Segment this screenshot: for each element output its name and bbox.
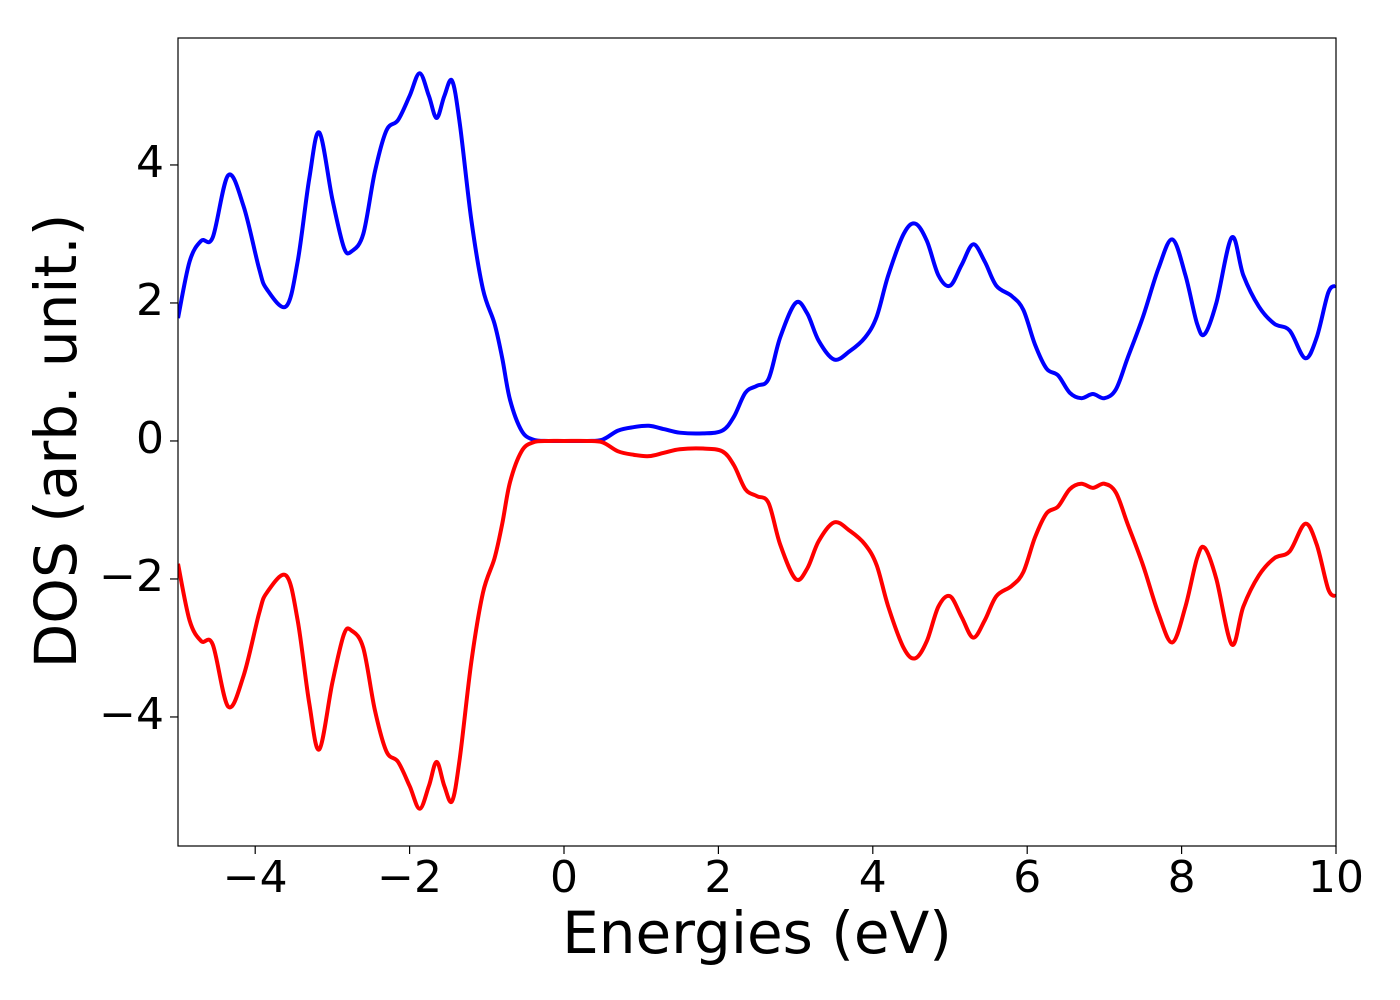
plot-frame — [177, 37, 1337, 847]
x-tick-label: 10 — [1308, 852, 1364, 903]
y-tick-label: −4 — [99, 689, 164, 740]
x-tick-label: 4 — [859, 852, 887, 903]
x-tick-label: 2 — [704, 852, 732, 903]
x-tick-label: −2 — [377, 852, 442, 903]
y-tick-label: 4 — [136, 137, 164, 188]
y-tick-label: 2 — [136, 275, 164, 326]
x-tick-label: 6 — [1013, 852, 1041, 903]
y-tick-label: 0 — [136, 413, 164, 464]
x-tick-label: −4 — [223, 852, 288, 903]
x-tick-label: 8 — [1168, 852, 1196, 903]
x-axis-label: Energies (eV) — [562, 899, 952, 967]
x-tick-label: 0 — [550, 852, 578, 903]
y-tick-label: −2 — [99, 551, 164, 602]
dos-line — [178, 71, 1336, 444]
y-axis-label: DOS (arb. unit.) — [22, 214, 90, 669]
plot-lines — [178, 71, 1336, 811]
dos-line — [178, 438, 1336, 811]
